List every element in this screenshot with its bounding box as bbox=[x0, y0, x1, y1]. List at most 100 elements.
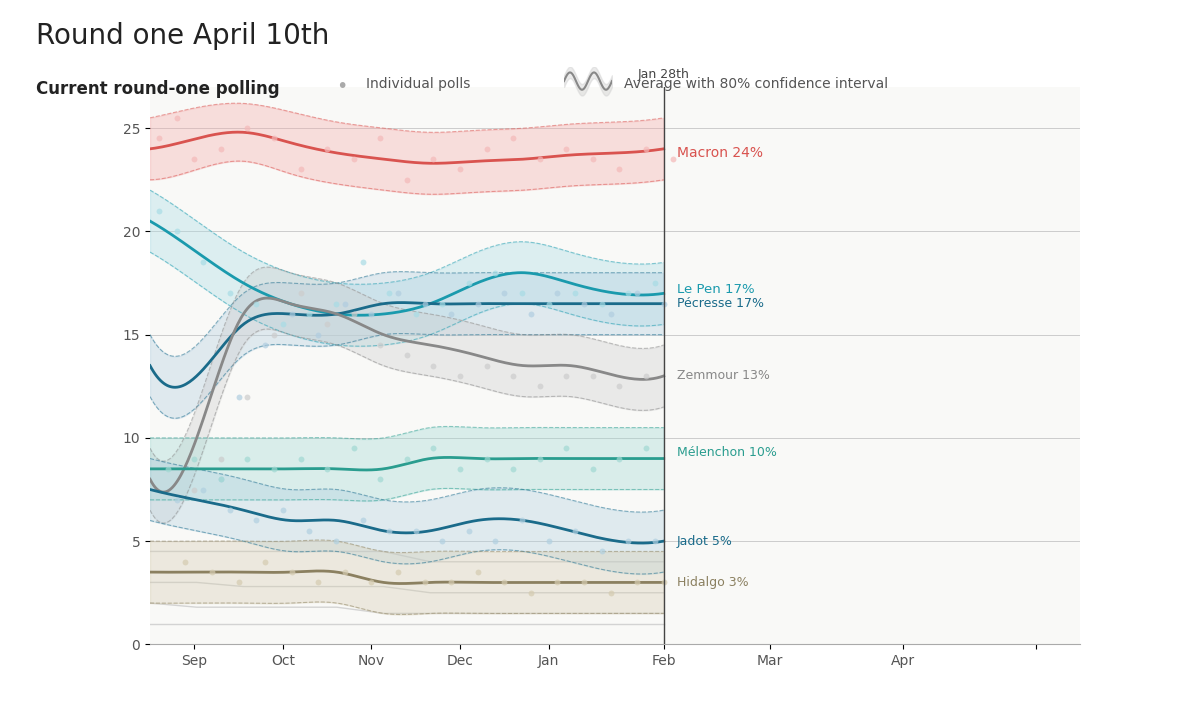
Point bbox=[326, 535, 346, 547]
Point bbox=[565, 525, 584, 536]
Point bbox=[494, 576, 514, 588]
Point bbox=[389, 566, 408, 578]
Point bbox=[300, 525, 319, 536]
Point bbox=[610, 381, 629, 392]
Point bbox=[450, 463, 469, 475]
Point bbox=[185, 452, 204, 464]
Text: Individual polls: Individual polls bbox=[366, 77, 470, 91]
Point bbox=[229, 576, 248, 588]
Point bbox=[530, 153, 550, 165]
Point bbox=[476, 452, 496, 464]
Point bbox=[176, 556, 196, 568]
Text: Jadot 5%: Jadot 5% bbox=[677, 534, 733, 547]
Point bbox=[504, 370, 523, 382]
Point bbox=[274, 505, 293, 516]
Point bbox=[662, 153, 682, 165]
Text: Pécresse 17%: Pécresse 17% bbox=[677, 297, 764, 310]
Point bbox=[592, 546, 611, 557]
Point bbox=[203, 566, 222, 578]
Text: Round one April 10th: Round one April 10th bbox=[36, 22, 329, 50]
Point bbox=[274, 319, 293, 330]
Point bbox=[238, 122, 257, 134]
Point bbox=[167, 226, 186, 237]
Point bbox=[415, 576, 434, 588]
Point bbox=[433, 298, 452, 309]
Point bbox=[185, 484, 204, 495]
Point bbox=[521, 587, 540, 599]
Point bbox=[211, 143, 230, 155]
Point bbox=[548, 576, 568, 588]
Point bbox=[512, 287, 532, 299]
Point bbox=[592, 298, 611, 309]
Point bbox=[264, 463, 283, 475]
Point bbox=[353, 256, 372, 268]
Point bbox=[646, 535, 665, 547]
Point bbox=[406, 525, 425, 536]
Point bbox=[397, 452, 416, 464]
Point bbox=[362, 308, 382, 320]
Point bbox=[247, 515, 266, 526]
Point bbox=[486, 267, 505, 279]
Point bbox=[583, 463, 602, 475]
Point bbox=[468, 566, 487, 578]
Point bbox=[450, 164, 469, 175]
Point bbox=[442, 576, 461, 588]
Point bbox=[442, 308, 461, 320]
Point bbox=[619, 535, 638, 547]
Text: •: • bbox=[336, 77, 347, 96]
Point bbox=[318, 143, 337, 155]
Point bbox=[557, 370, 576, 382]
Point bbox=[619, 287, 638, 299]
Point bbox=[300, 308, 319, 320]
Point bbox=[557, 442, 576, 454]
Point bbox=[397, 174, 416, 185]
Point bbox=[290, 287, 310, 299]
Point bbox=[344, 442, 364, 454]
Point bbox=[335, 298, 354, 309]
Point bbox=[256, 556, 275, 568]
Point bbox=[486, 535, 505, 547]
Point bbox=[654, 298, 673, 309]
Point bbox=[476, 143, 496, 155]
Point bbox=[371, 132, 390, 144]
Point bbox=[628, 287, 647, 299]
Point bbox=[424, 360, 443, 371]
Point bbox=[628, 576, 647, 588]
Point bbox=[318, 319, 337, 330]
Point bbox=[193, 484, 212, 495]
Point bbox=[158, 463, 178, 475]
Point bbox=[290, 452, 310, 464]
Point bbox=[264, 132, 283, 144]
Point bbox=[636, 370, 655, 382]
Point bbox=[362, 576, 382, 588]
Point bbox=[290, 164, 310, 175]
Point bbox=[247, 298, 266, 309]
Point bbox=[167, 494, 186, 505]
Point bbox=[504, 132, 523, 144]
Point bbox=[335, 566, 354, 578]
Point bbox=[601, 308, 620, 320]
Point bbox=[308, 576, 328, 588]
Point bbox=[654, 576, 673, 588]
Point bbox=[149, 205, 168, 216]
Point bbox=[583, 370, 602, 382]
Point bbox=[646, 277, 665, 289]
Point bbox=[389, 287, 408, 299]
Text: Mélenchon 10%: Mélenchon 10% bbox=[677, 446, 776, 459]
Point bbox=[238, 391, 257, 403]
Point bbox=[610, 164, 629, 175]
Point bbox=[256, 339, 275, 350]
Point bbox=[583, 153, 602, 165]
Point bbox=[220, 505, 239, 516]
Point bbox=[610, 452, 629, 464]
Point bbox=[318, 463, 337, 475]
Point bbox=[211, 473, 230, 485]
Point bbox=[406, 308, 425, 320]
Point bbox=[229, 391, 248, 403]
Point bbox=[468, 298, 487, 309]
Point bbox=[149, 132, 168, 144]
Point bbox=[424, 442, 443, 454]
Point bbox=[238, 452, 257, 464]
Point bbox=[601, 587, 620, 599]
Text: Jan 28th: Jan 28th bbox=[637, 68, 690, 81]
